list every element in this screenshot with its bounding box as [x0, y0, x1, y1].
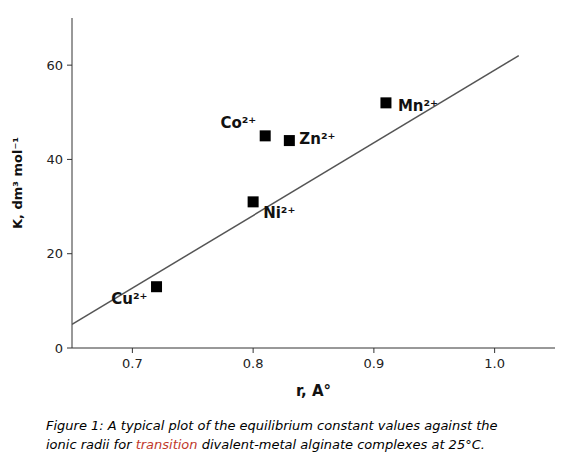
x-axis-label: r, A°	[296, 382, 331, 400]
caption: Figure 1: A typical plot of the equilibr…	[46, 418, 498, 452]
x-tick	[494, 348, 495, 353]
y-tick	[67, 253, 72, 254]
y-axis-line	[72, 18, 73, 348]
chart: 0.7 0.8 0.9 1.0 0 20 40 60 r, A° K, dm³ mol⁻¹ Cu²⁺…	[0, 0, 575, 466]
point-label: Co²⁺	[220, 114, 256, 132]
x-tick-label: 1.0	[484, 356, 505, 371]
data-point	[380, 97, 391, 108]
x-axis-line	[72, 348, 555, 349]
y-tick	[67, 348, 72, 349]
x-tick-label: 0.8	[243, 356, 264, 371]
caption-text: divalent-metal alginate complexes at 25°…	[198, 437, 485, 452]
background	[0, 0, 575, 466]
trend-line	[72, 56, 519, 325]
data-point	[284, 135, 295, 146]
y-tick-label: 40	[46, 152, 63, 167]
data-point	[260, 130, 271, 141]
caption-text: Figure 1: A typical plot of the equilibr…	[46, 418, 498, 433]
point-label: Cu²⁺	[111, 290, 147, 308]
x-tick	[373, 348, 374, 353]
y-tick-label: 20	[46, 246, 63, 261]
point-label: Zn²⁺	[299, 130, 335, 148]
x-tick-label: 0.7	[122, 356, 143, 371]
x-tick	[132, 348, 133, 353]
x-tick	[253, 348, 254, 353]
axes: 0.7 0.8 0.9 1.0 0 20 40 60	[46, 18, 555, 371]
y-tick-label: 60	[46, 58, 63, 73]
x-tick-label: 0.9	[364, 356, 385, 371]
y-axis-label: K, dm³ mol⁻¹	[10, 137, 25, 229]
y-tick	[67, 159, 72, 160]
point-labels: Cu²⁺ Ni²⁺ Co²⁺ Zn²⁺ Mn²⁺	[111, 97, 438, 308]
point-label: Ni²⁺	[263, 204, 295, 222]
y-tick	[67, 65, 72, 66]
caption-text: transition	[136, 437, 198, 452]
point-label: Mn²⁺	[398, 97, 438, 115]
caption-text: ionic radii for	[46, 437, 136, 452]
y-tick-label: 0	[55, 341, 63, 356]
data-point	[151, 281, 162, 292]
data-point	[248, 196, 259, 207]
marks	[72, 56, 519, 325]
caption-line: Figure 1: A typical plot of the equilibr…	[46, 418, 498, 433]
caption-line: ionic radii for transition divalent-meta…	[46, 437, 485, 452]
